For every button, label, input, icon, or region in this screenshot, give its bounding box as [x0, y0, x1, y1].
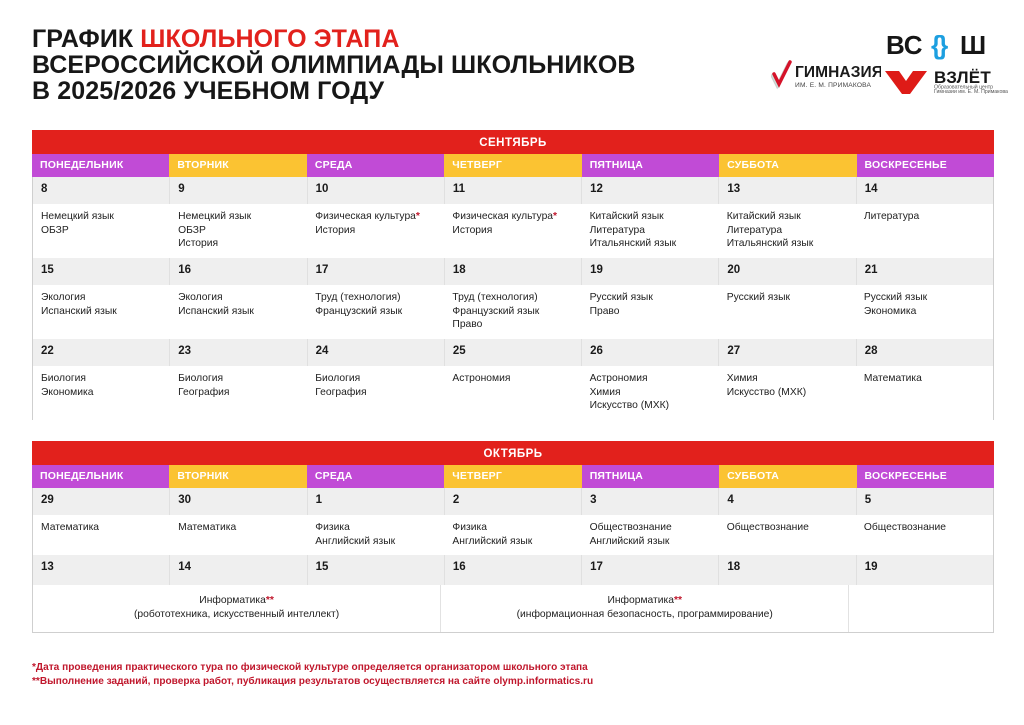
svg-text:ИМ. Е. М. ПРИМАКОВА: ИМ. Е. М. ПРИМАКОВА: [795, 82, 872, 89]
svg-text:ГИМНАЗИЯ: ГИМНАЗИЯ: [795, 64, 881, 81]
svg-text:{}: {}: [931, 30, 948, 60]
svg-text:Ш: Ш: [960, 30, 986, 60]
svg-text:ВС: ВС: [886, 30, 923, 60]
svg-text:Гимназии им. Е. М. Примакова: Гимназии им. Е. М. Примакова: [934, 89, 1008, 95]
